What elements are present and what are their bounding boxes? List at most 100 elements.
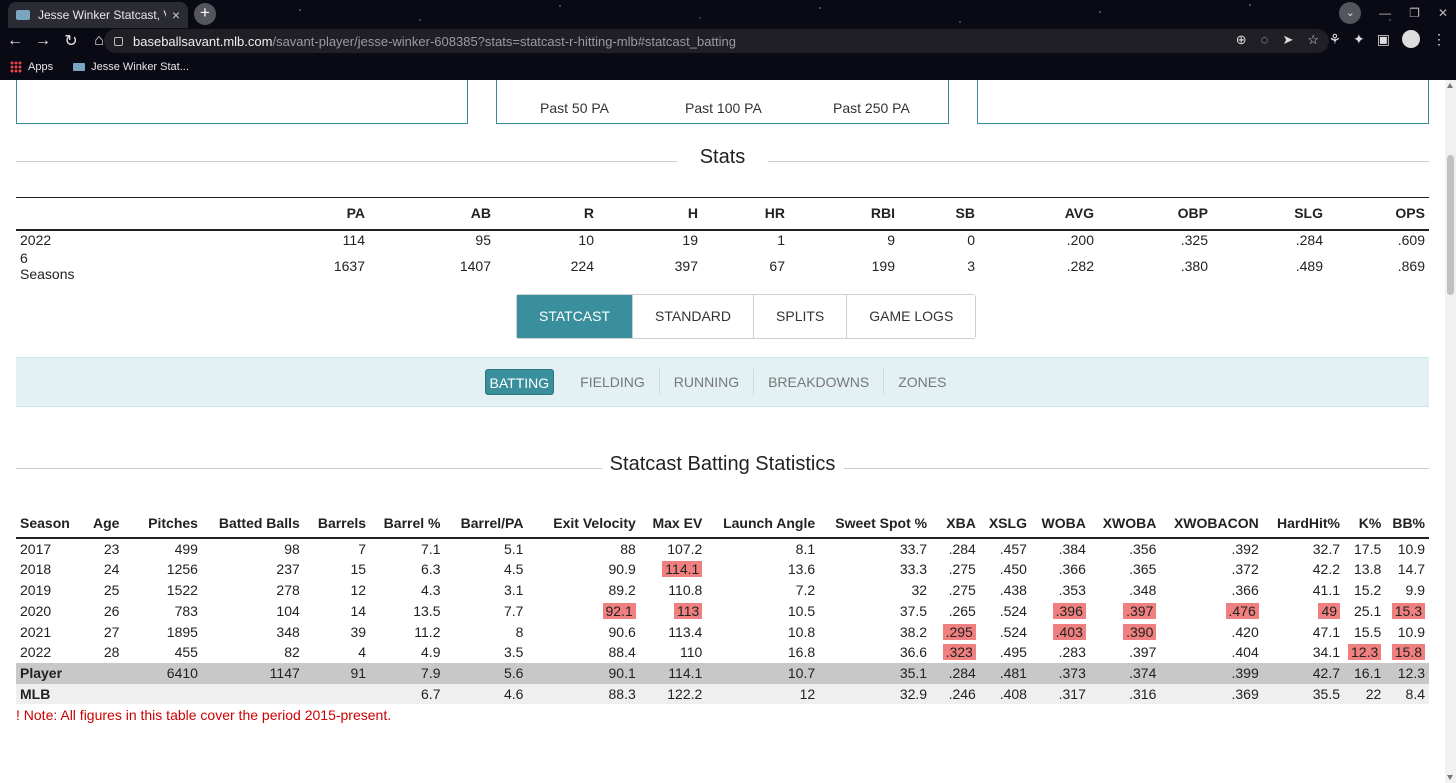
column-header[interactable]: K% <box>1358 514 1382 531</box>
tab-standard[interactable]: STANDARD <box>633 295 755 338</box>
past-50-pa-label[interactable]: Past 50 PA <box>540 100 610 116</box>
subtab-fielding[interactable]: FIELDING <box>566 369 660 395</box>
subtab-breakdowns[interactable]: BREAKDOWNS <box>754 369 885 395</box>
star-icon[interactable]: ☆ <box>1307 32 1319 47</box>
page-content: Past 50 PA Past 100 PA Past 250 PA Stats… <box>0 80 1445 783</box>
column-header[interactable]: XSLG <box>988 514 1027 531</box>
subtab-running[interactable]: RUNNING <box>660 369 755 395</box>
extension-icon[interactable]: ⚘ <box>1328 30 1342 47</box>
browser-chrome: Jesse Winker Statcast, Visuali × + ⌄ — ❐… <box>0 0 1456 80</box>
stats-cell: 2022 <box>20 232 52 248</box>
scroll-up-icon[interactable] <box>1447 83 1453 88</box>
send-icon[interactable]: ➤ <box>1282 32 1294 47</box>
stats-cell: 224 <box>570 257 594 274</box>
page-scrollbar[interactable] <box>1445 80 1456 783</box>
column-header[interactable]: AVG <box>1064 205 1094 222</box>
home-icon[interactable]: ⌂ <box>94 32 104 49</box>
table-cell: 1147 <box>201 662 304 684</box>
tab-statcast[interactable]: STATCAST <box>517 295 634 338</box>
menu-icon[interactable]: ⋮ <box>1432 30 1446 47</box>
minimize-icon[interactable]: — <box>1379 6 1392 20</box>
column-header[interactable]: WOBA <box>1041 514 1086 531</box>
column-header[interactable]: Batted Balls <box>218 514 300 531</box>
table-cell: 24 <box>103 561 120 578</box>
column-header[interactable]: Barrels <box>317 514 367 531</box>
column-header[interactable]: Sweet Spot % <box>835 514 928 531</box>
column-header[interactable]: SB <box>955 205 975 222</box>
column-header[interactable]: XWOBA <box>1102 514 1157 531</box>
close-icon[interactable]: × <box>171 7 180 23</box>
restore-icon[interactable]: ❐ <box>1409 6 1420 20</box>
back-icon[interactable]: ← <box>7 32 23 49</box>
stats-cell: 1407 <box>459 257 491 274</box>
new-tab-button[interactable]: + <box>194 3 216 25</box>
column-header[interactable]: AB <box>470 205 491 222</box>
column-header[interactable]: OBP <box>1177 205 1208 222</box>
table-cell: 1522 <box>166 581 198 598</box>
column-header[interactable]: RBI <box>870 205 895 222</box>
column-header[interactable]: R <box>583 205 594 222</box>
chevron-down-icon[interactable]: ⌄ <box>1339 2 1362 24</box>
column-header[interactable]: XBA <box>946 514 976 531</box>
column-header[interactable]: Max EV <box>652 514 703 531</box>
tab-splits[interactable]: SPLITS <box>754 295 848 338</box>
table-cell: 5.1 <box>503 540 524 557</box>
table-cell: 12 <box>350 581 367 598</box>
table-cell: .403 <box>1031 621 1090 642</box>
column-header[interactable]: XWOBACON <box>1173 514 1259 531</box>
highlighted-value: .295 <box>942 623 976 640</box>
past-100-pa-label[interactable]: Past 100 PA <box>685 100 762 116</box>
column-header[interactable]: Season <box>20 514 70 531</box>
address-bar[interactable]: baseballsavant.mlb.com /savant-player/je… <box>104 29 1329 53</box>
column-header[interactable]: SLG <box>1294 205 1323 222</box>
subtab-batting[interactable]: BATTING <box>484 369 555 395</box>
forward-icon[interactable]: → <box>35 32 51 49</box>
column-header[interactable]: HR <box>764 205 785 222</box>
table-cell: 33.7 <box>899 540 928 557</box>
scrollbar-thumb[interactable] <box>1447 155 1454 295</box>
table-cell: 82 <box>284 644 300 661</box>
table-cell: 88.3 <box>527 683 640 705</box>
table-cell: 2020 <box>20 602 52 619</box>
column-header[interactable]: Age <box>92 514 120 531</box>
scroll-down-icon[interactable] <box>1447 775 1453 780</box>
column-header[interactable]: Barrel % <box>383 514 441 531</box>
reading-list-icon[interactable]: ▣ <box>1376 30 1390 47</box>
column-header[interactable]: H <box>687 205 698 222</box>
close-window-icon[interactable]: ✕ <box>1437 6 1448 20</box>
profile-avatar[interactable] <box>1402 30 1420 48</box>
statcast-title: Statcast Batting Statistics <box>609 453 836 475</box>
column-header[interactable]: Launch Angle <box>723 514 816 531</box>
column-header[interactable] <box>16 198 88 230</box>
column-header[interactable]: HardHit% <box>1277 514 1341 531</box>
table-cell: .366 <box>1231 581 1259 598</box>
table-cell: .392 <box>1231 540 1259 557</box>
bookmark-jesse-winker[interactable]: Jesse Winker Stat... <box>73 61 189 73</box>
table-cell: 499 <box>174 540 198 557</box>
lock-icon[interactable] <box>114 36 123 46</box>
browser-tab[interactable]: Jesse Winker Statcast, Visuali × <box>8 2 188 28</box>
table-cell: 5.6 <box>444 662 528 684</box>
table-cell: 6.7 <box>370 683 445 705</box>
column-header[interactable]: Pitches <box>148 514 198 531</box>
zoom-icon[interactable]: ⊕ <box>1235 32 1247 47</box>
column-header[interactable]: BB% <box>1392 514 1425 531</box>
past-250-pa-label[interactable]: Past 250 PA <box>833 100 910 116</box>
column-header[interactable]: Exit Velocity <box>553 514 636 531</box>
eye-off-icon[interactable]: ◌ <box>1260 32 1269 47</box>
tab-game-logs[interactable]: GAME LOGS <box>847 295 976 338</box>
bookmark-apps[interactable]: Apps <box>10 61 53 73</box>
column-header[interactable]: Barrel/PA <box>460 514 524 531</box>
table-cell: .396 <box>1031 600 1090 621</box>
stats-cell: .325 <box>1180 232 1208 248</box>
column-header[interactable]: PA <box>346 205 365 222</box>
column-header[interactable]: OPS <box>1395 205 1425 222</box>
table-cell: 88.4 <box>608 644 636 661</box>
tab-title: Jesse Winker Statcast, Visuali <box>38 8 166 22</box>
puzzle-icon[interactable]: ✦ <box>1353 30 1365 47</box>
subtab-zones[interactable]: ZONES <box>898 374 947 390</box>
table-cell: 11.2 <box>414 623 441 640</box>
table-cell: .348 <box>1129 581 1157 598</box>
reload-icon[interactable]: ↻ <box>64 33 78 50</box>
url-host: baseballsavant.mlb.com <box>133 33 273 49</box>
